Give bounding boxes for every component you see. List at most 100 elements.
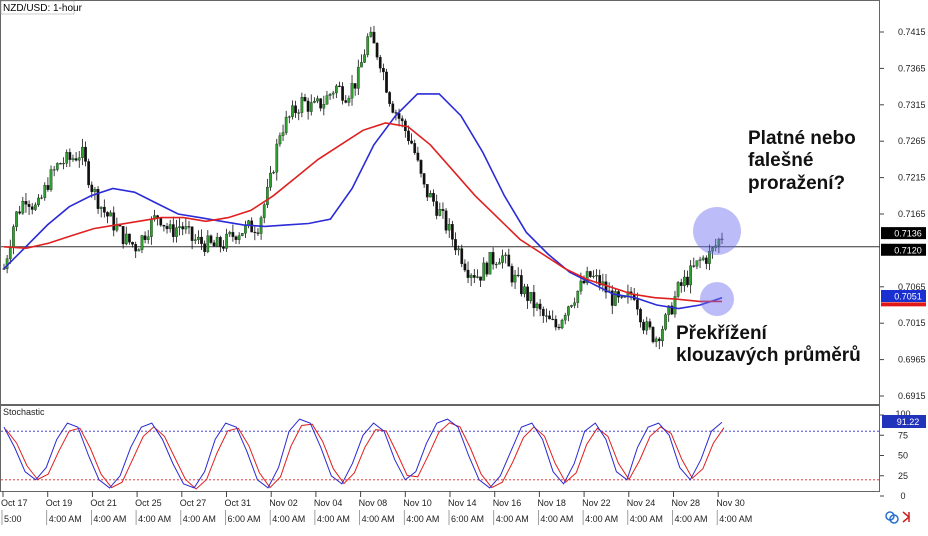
candle-body [541, 308, 545, 316]
candle-body [8, 247, 12, 259]
candle-body [284, 116, 288, 133]
candle-body [711, 247, 714, 252]
candle-body [686, 276, 689, 286]
price-tick-label: 0.7365 [898, 63, 926, 73]
price-tick-label: 0.7415 [898, 27, 926, 37]
moving-averages [3, 93, 723, 310]
stochastic-oscillator [1, 418, 880, 490]
candle-body [74, 158, 78, 161]
candle-body [303, 97, 307, 102]
date-label: Nov 22 [582, 498, 611, 508]
candle-body [407, 130, 410, 142]
price-tick-label: 0.6915 [898, 391, 926, 401]
candle-body [369, 31, 373, 37]
candle-body [150, 219, 153, 237]
candle-body [661, 329, 664, 342]
candle-body [701, 257, 705, 260]
link-icon[interactable] [885, 511, 899, 524]
annotation-crossover-line-1: Překřížení [676, 323, 768, 344]
candle-body [441, 209, 445, 211]
candle-body [159, 217, 163, 226]
candle-body [479, 276, 482, 281]
crossover-highlight-circle [700, 282, 734, 316]
candle-body [12, 226, 15, 248]
date-label: Oct 19 [46, 498, 73, 508]
candle-body [193, 239, 197, 241]
candle-body [77, 157, 81, 161]
time-label: 4:00 AM [406, 514, 439, 524]
candle-body [93, 189, 97, 192]
candle-body [463, 263, 467, 271]
candle-body [18, 211, 22, 214]
date-label: Nov 16 [493, 498, 522, 508]
candle-body [62, 163, 65, 165]
candle-body [334, 85, 338, 94]
candle-body [319, 98, 323, 109]
scroll-to-end-icon[interactable] [902, 511, 911, 523]
time-label: 4:00 AM [272, 514, 305, 524]
candle-body [378, 57, 382, 69]
candle-body [81, 146, 84, 158]
candle-body [347, 97, 351, 103]
price-axis: 0.7415 0.7365 0.7315 0.7265 0.7215 0.7165 0.70… [880, 27, 926, 401]
candle-body [49, 169, 53, 190]
candle-body [212, 242, 216, 247]
candle-body [341, 86, 344, 101]
candle-body [592, 275, 595, 277]
candle-body [24, 201, 28, 205]
candle-body [538, 303, 542, 310]
time-label: 4:00 AM [183, 514, 216, 524]
candle-body [184, 226, 188, 230]
candle-body [137, 249, 141, 252]
candle-body [131, 242, 134, 245]
date-label: Nov 10 [403, 498, 432, 508]
candle-body [140, 235, 144, 250]
candle-body [291, 105, 294, 117]
date-label: Nov 30 [716, 498, 745, 508]
candle-body [215, 237, 219, 247]
candle-body [165, 226, 169, 230]
candle-body [720, 238, 724, 240]
candle-body [43, 185, 47, 198]
candle-body [96, 189, 100, 209]
candle-body [708, 251, 711, 264]
stochastic-tick-label: 0 [900, 491, 905, 501]
candle-body [388, 92, 392, 104]
time-label: 4:00 AM [496, 514, 529, 524]
candle-body [118, 225, 122, 227]
date-label: Oct 31 [225, 498, 252, 508]
candle-body [683, 276, 686, 286]
candle-body [90, 184, 94, 192]
annotation-breakout-line-3: proražení? [748, 173, 845, 194]
candle-body [65, 152, 69, 164]
candle-body [438, 209, 442, 216]
annotation-crossover-line-2: klouzavých průměrů [676, 345, 861, 366]
candle-body [513, 274, 517, 283]
price-tag-box [881, 243, 926, 256]
candle-body [372, 31, 376, 44]
stochastic-title: Stochastic [3, 407, 45, 417]
candle-body [360, 62, 363, 68]
candle-body [209, 235, 213, 243]
candle-body [457, 248, 460, 251]
candle-body [582, 280, 586, 284]
candle-body [316, 98, 319, 102]
candle-body [501, 255, 504, 263]
time-label: 4:00 AM [630, 514, 663, 524]
candle-body [692, 265, 696, 267]
candle-body [168, 224, 172, 230]
candle-body [382, 68, 385, 73]
price-tag-box [881, 302, 926, 307]
candle-body [234, 236, 238, 240]
candle-body [228, 232, 232, 235]
time-label: 4:00 AM [317, 514, 350, 524]
candle-body [190, 226, 194, 241]
candle-body [570, 305, 573, 307]
candle-body [231, 232, 235, 237]
candle-body [344, 100, 348, 103]
candle-body [460, 248, 464, 264]
candle-body [507, 254, 511, 267]
candle-body [516, 274, 520, 277]
candle-body [331, 92, 335, 95]
candle-body [519, 275, 523, 295]
